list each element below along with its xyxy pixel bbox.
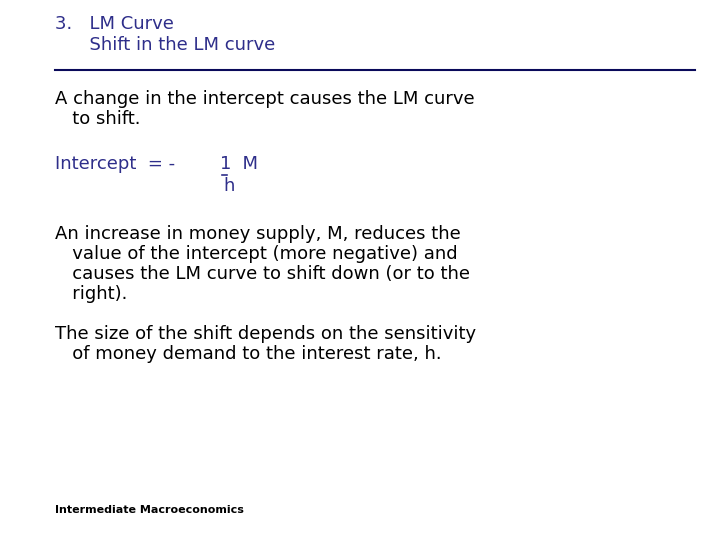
Text: The size of the shift depends on the sensitivity: The size of the shift depends on the sen… [55, 325, 476, 343]
Text: right).: right). [55, 285, 127, 303]
Text: to shift.: to shift. [55, 110, 140, 128]
Text: 1: 1 [220, 155, 231, 173]
Text: An increase in money supply, M, reduces the: An increase in money supply, M, reduces … [55, 225, 461, 243]
Text: Intercept  = -: Intercept = - [55, 155, 181, 173]
Text: Shift in the LM curve: Shift in the LM curve [55, 36, 275, 54]
Text: causes the LM curve to shift down (or to the: causes the LM curve to shift down (or to… [55, 265, 470, 283]
Text: 3.   LM Curve: 3. LM Curve [55, 15, 174, 33]
Text: M: M [231, 155, 258, 173]
Text: A change in the intercept causes the LM curve: A change in the intercept causes the LM … [55, 90, 474, 108]
Text: value of the intercept (more negative) and: value of the intercept (more negative) a… [55, 245, 458, 263]
Text: h: h [223, 177, 235, 195]
Text: of money demand to the interest rate, h.: of money demand to the interest rate, h. [55, 345, 441, 363]
Text: Intermediate Macroeconomics: Intermediate Macroeconomics [55, 505, 244, 515]
